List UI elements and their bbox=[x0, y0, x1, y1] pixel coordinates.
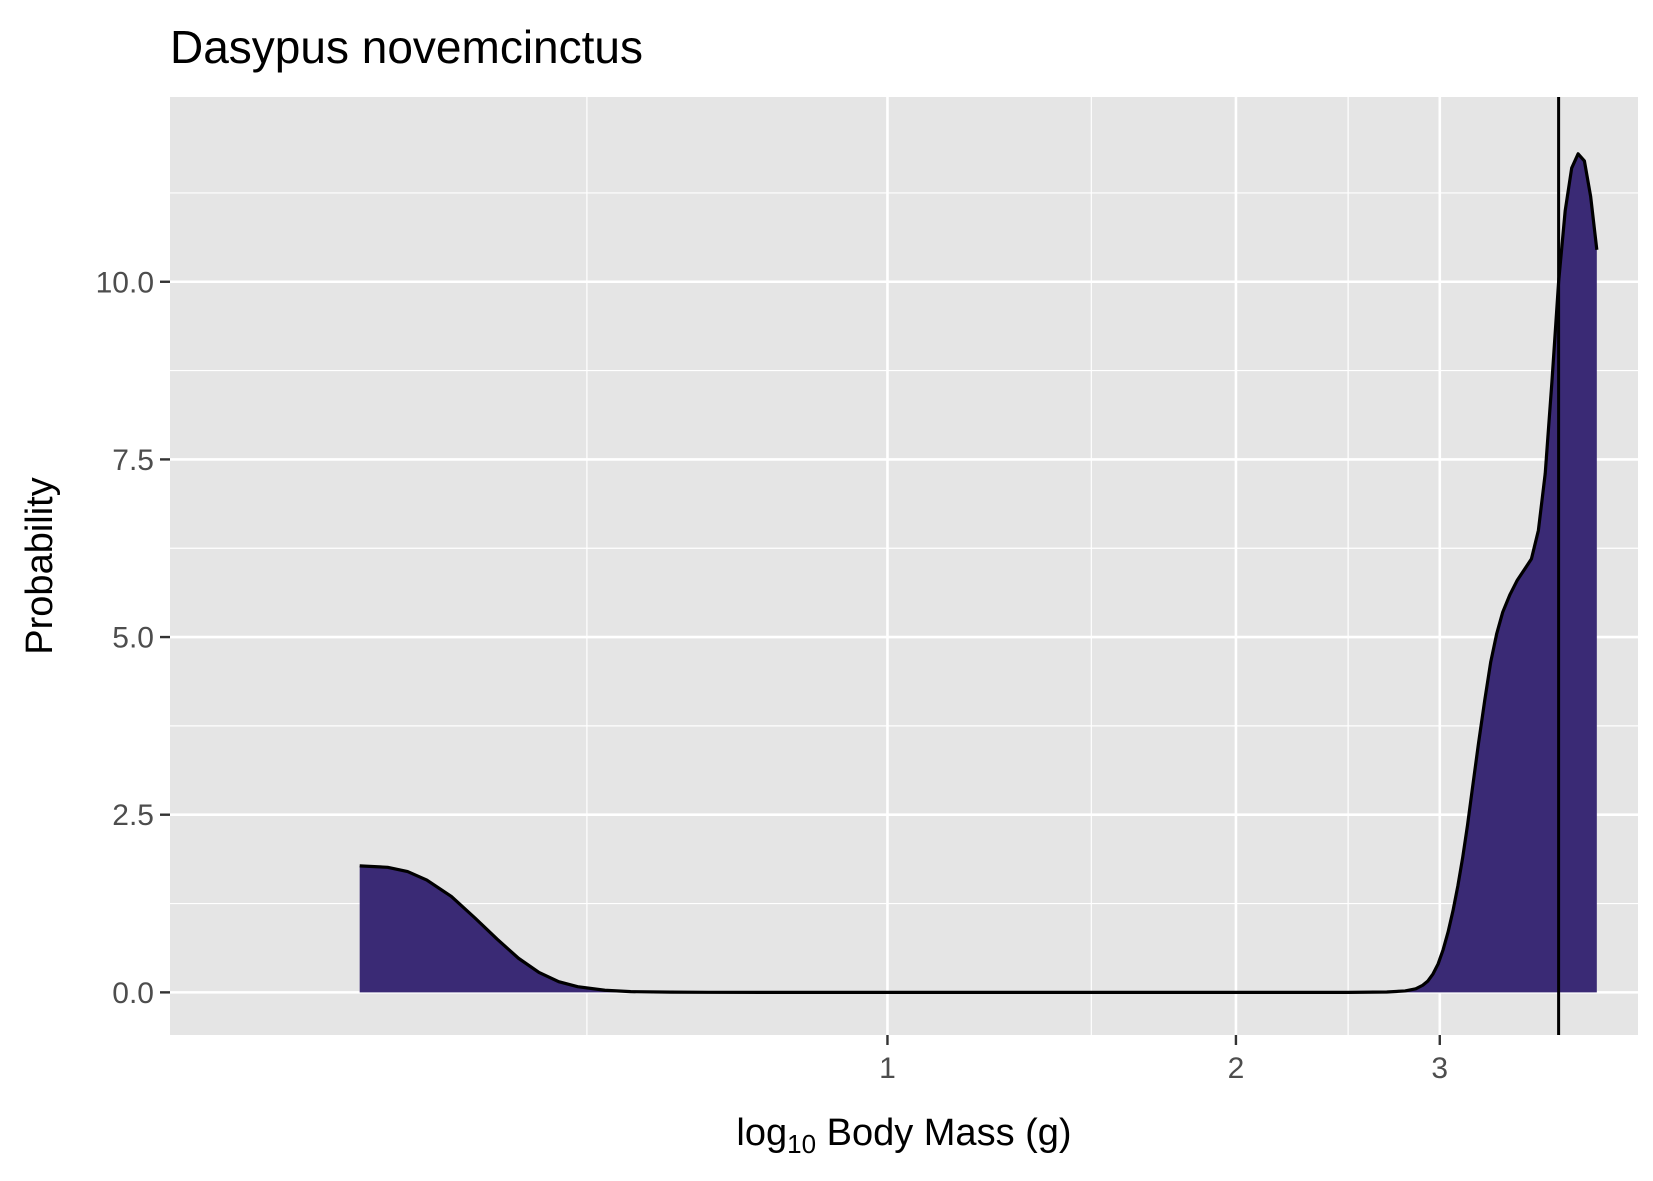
series-layer bbox=[359, 152, 1599, 994]
y-tick-label-0: 0.0 bbox=[112, 977, 154, 1010]
y-tick-label-1: 2.5 bbox=[112, 799, 154, 832]
x-tick-label-0: 1 bbox=[879, 1052, 896, 1085]
x-tick-label-1: 2 bbox=[1228, 1052, 1245, 1085]
density-line-0 bbox=[359, 152, 1599, 994]
y-axis: 0.0 2.5 5.0 7.5 10.0 bbox=[96, 266, 170, 1010]
density-area-0 bbox=[359, 153, 1597, 993]
y-axis-title: Probability bbox=[19, 477, 61, 654]
y-tick-label-3: 7.5 bbox=[112, 444, 154, 477]
x-tick-label-2: 3 bbox=[1431, 1052, 1448, 1085]
chart-title: Dasypus novemcinctus bbox=[170, 21, 643, 73]
x-axis: 1 2 3 bbox=[879, 1035, 1448, 1085]
x-axis-title-suffix: Body Mass (g) bbox=[816, 1112, 1072, 1154]
y-tick-label-2: 5.0 bbox=[112, 622, 154, 655]
x-axis-title-prefix: log bbox=[736, 1112, 787, 1154]
y-tick-label-4: 10.0 bbox=[96, 266, 154, 299]
x-axis-title-subscript: 10 bbox=[787, 1129, 816, 1159]
x-axis-title: log10 Body Mass (g) bbox=[736, 1112, 1071, 1159]
